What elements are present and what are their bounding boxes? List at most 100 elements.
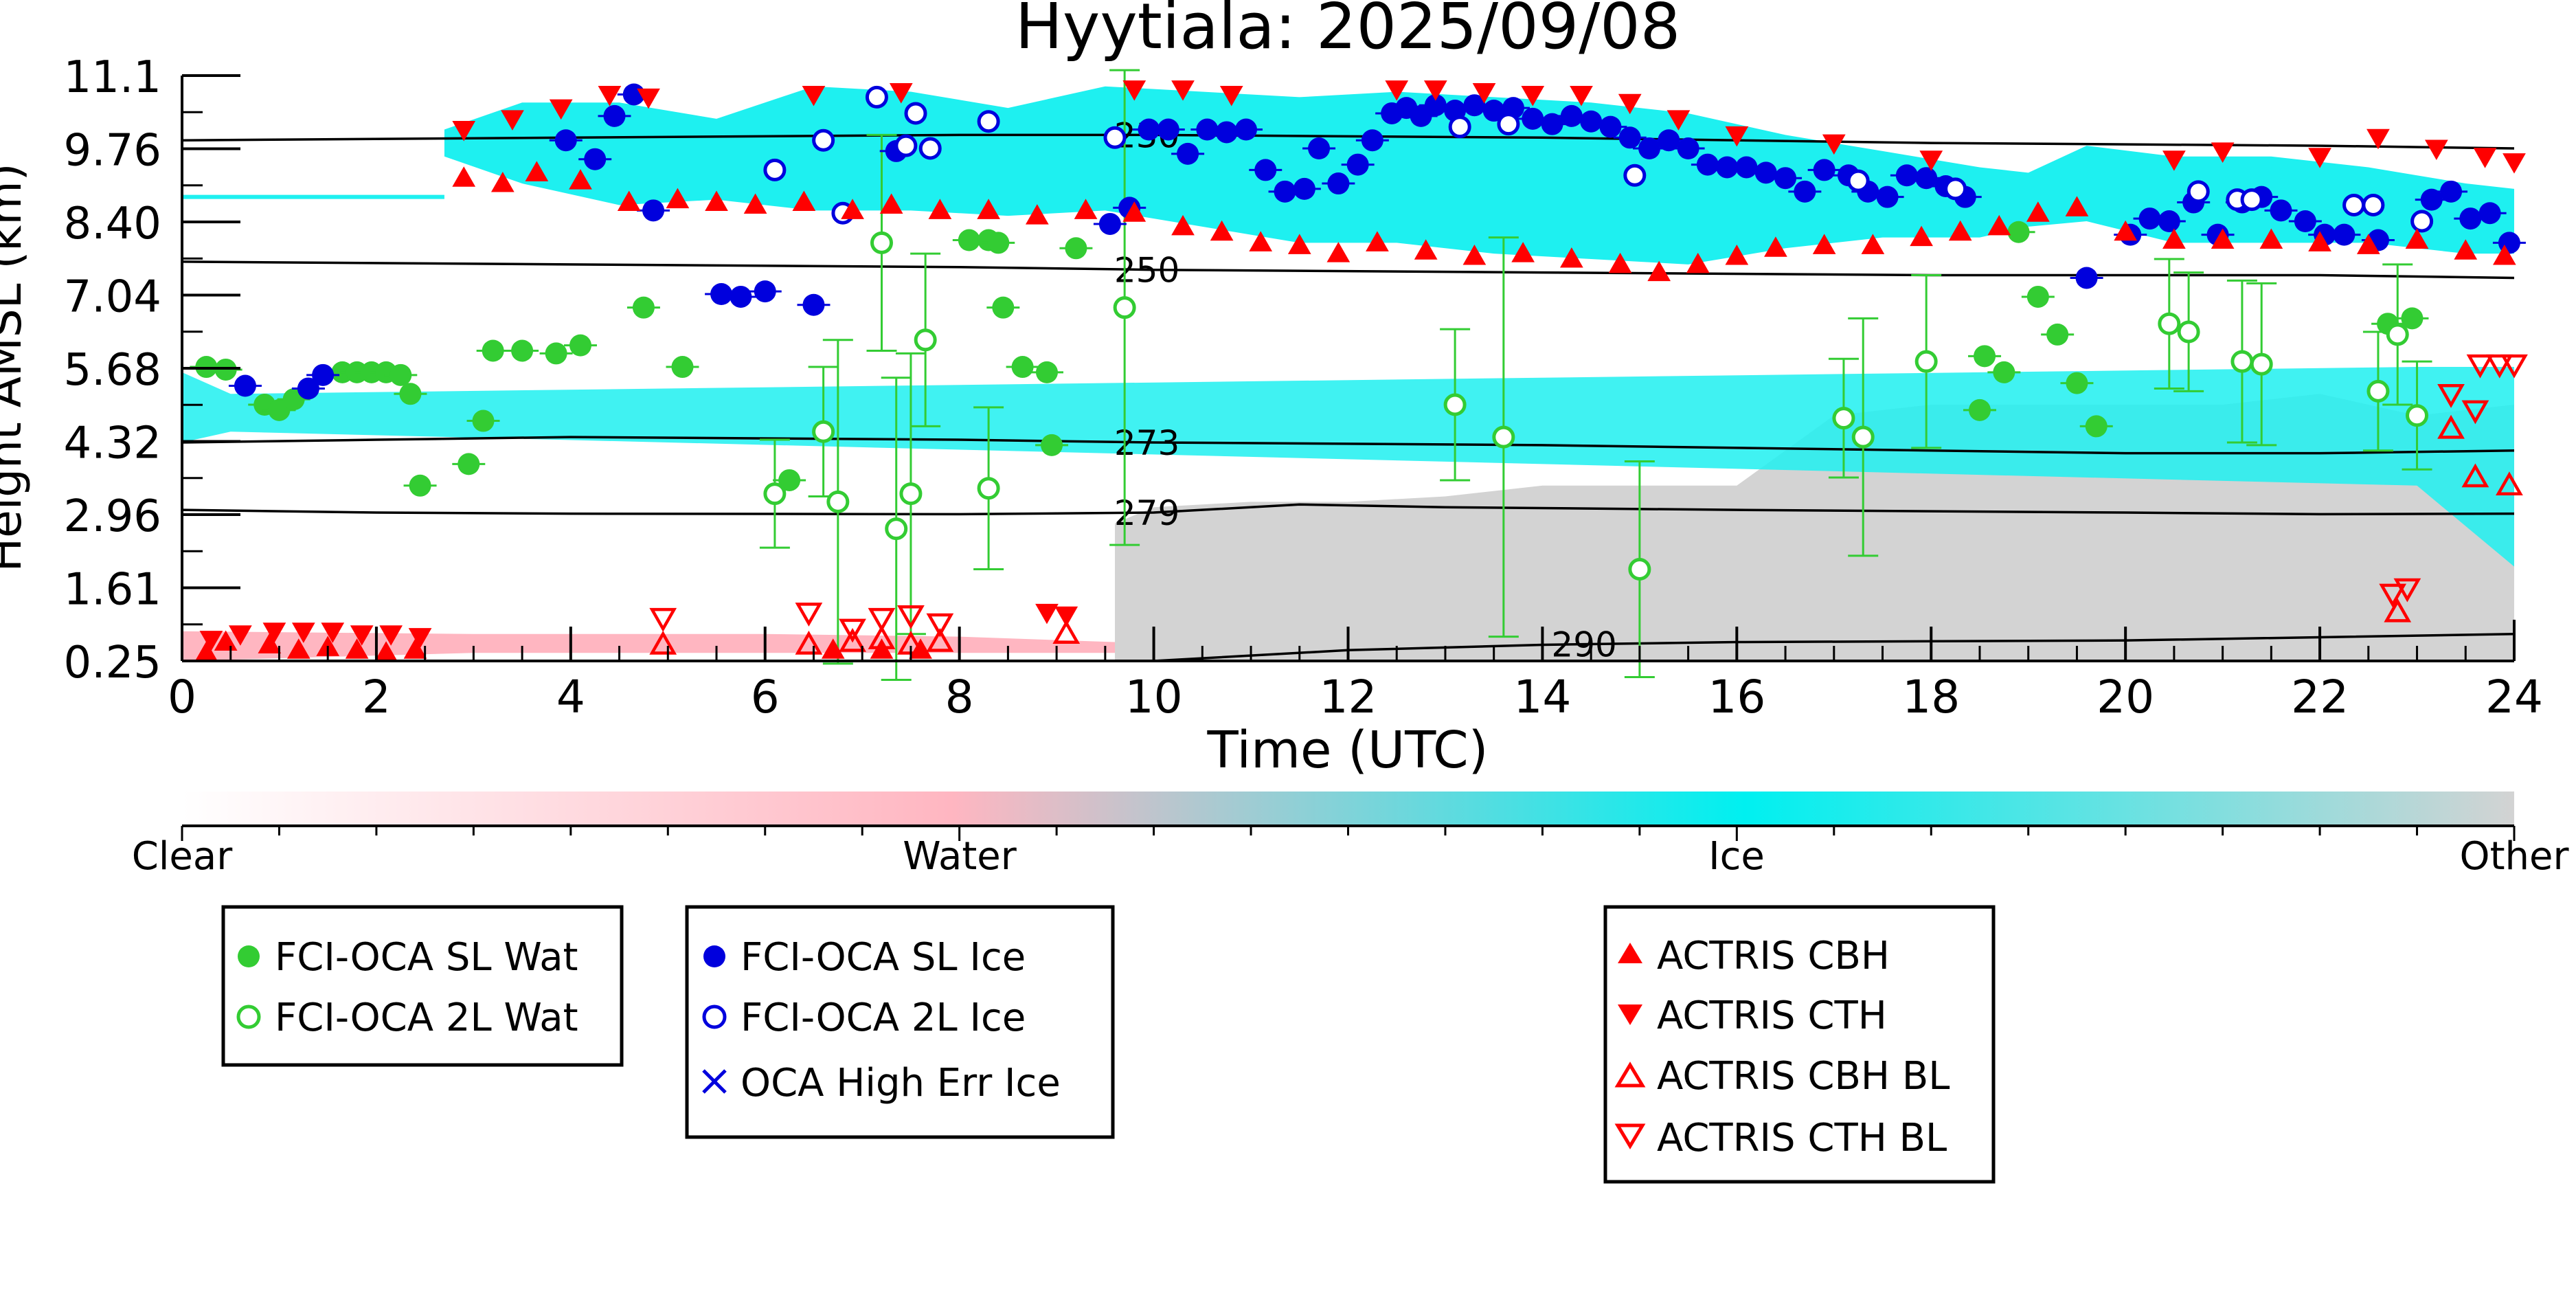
data-point [1414,239,1438,260]
legend-marker-cbh [1618,943,1642,963]
data-point [214,630,238,651]
data-point [812,420,835,443]
data-point [885,517,908,541]
data-point [2424,139,2448,161]
legend-marker-cbh-bl [1614,1062,1646,1088]
y-axis-label: Height AMSL (km) [0,164,32,572]
data-point [958,229,980,251]
data-point [2384,598,2412,622]
data-point [262,622,286,643]
data-point [821,638,845,659]
data-point [1560,104,1583,127]
data-point [545,342,567,365]
data-point [549,99,573,120]
data-point [2496,471,2523,496]
data-point [2461,463,2489,488]
data-point [1812,234,1836,254]
data-point [928,199,952,219]
x-tick-label: 6 [751,671,780,723]
data-point [897,605,925,629]
x-tick-label: 14 [1513,671,1571,723]
data-point [452,121,476,142]
data-point [1861,234,1885,254]
data-point [642,199,665,222]
colorbar-label-other: Other [2459,834,2569,879]
data-point [1647,260,1671,282]
data-point [2085,415,2108,438]
data-point [1895,164,1918,187]
data-point [2454,239,2478,260]
data-point [1171,80,1195,101]
data-point [1754,161,1777,184]
data-point [1725,126,1749,147]
data-point [2500,354,2528,379]
data-point [321,622,345,643]
data-point [350,625,374,646]
data-point [2138,207,2161,230]
data-point [1822,134,1846,155]
legend-label-high-err-ice: OCA High Err Ice [741,1061,1061,1105]
data-point [1915,167,1938,190]
data-point [899,482,923,506]
data-point [2026,201,2050,222]
y-tick-label: 4.32 [64,418,162,469]
data-point [2162,150,2186,171]
data-point [2342,193,2366,216]
colorbar-label-clear: Clear [132,834,233,879]
data-point [637,88,660,109]
data-point [1462,245,1487,265]
legend-label-cth: ACTRIS CTH [1657,993,1887,1038]
data-point [1876,186,1899,208]
data-point [2158,210,2180,233]
data-point [730,285,752,308]
data-point [2333,223,2355,246]
data-point [2379,583,2407,608]
data-point [671,356,694,379]
data-point [1851,425,1875,449]
y-tick-label: 7.04 [64,272,162,323]
data-point [795,630,823,655]
legend-marker-2l-wat [236,1004,261,1029]
data-point [2393,578,2421,603]
data-point [1171,214,1195,236]
data-point [977,477,1000,500]
data-point [1492,425,1515,449]
data-point [1618,93,1642,115]
data-point [199,631,223,651]
data-point [1774,167,1797,190]
data-point [1832,407,1855,430]
data-point [1052,620,1081,644]
series-actris-cth-bl [649,354,2528,643]
data-point [2461,400,2489,425]
data-point [490,172,515,192]
data-point [632,296,655,319]
data-point [603,104,626,127]
data-point [987,232,1010,254]
data-point [802,85,826,106]
data-point [1914,350,1938,373]
data-point [1910,225,1933,247]
data-point [1580,110,1603,133]
data-point [666,188,690,209]
data-point [2270,199,2292,222]
data-point [1974,345,1996,368]
data-point [754,280,776,303]
data-point [795,603,823,627]
x-tick-label: 18 [1902,671,1960,723]
data-point [743,193,767,214]
y-tick-label: 11.1 [64,52,162,103]
legend-marker-high-err-ice [702,1069,727,1094]
data-point [1308,137,1331,160]
legend-ice: FCI-OCA SL Ice FCI-OCA 2L Ice OCA High E… [685,905,1115,1139]
colorbar-label-water: Water [903,834,1017,879]
data-point [870,231,893,254]
data-point [2437,384,2465,408]
data-point [1623,164,1647,187]
legend-label-sl-ice: FCI-OCA SL Ice [741,935,1026,980]
x-tick-label: 20 [2097,671,2154,723]
data-point [649,630,677,655]
x-tick-label: 0 [168,671,196,723]
data-point [992,296,1015,319]
data-point [1813,159,1835,181]
